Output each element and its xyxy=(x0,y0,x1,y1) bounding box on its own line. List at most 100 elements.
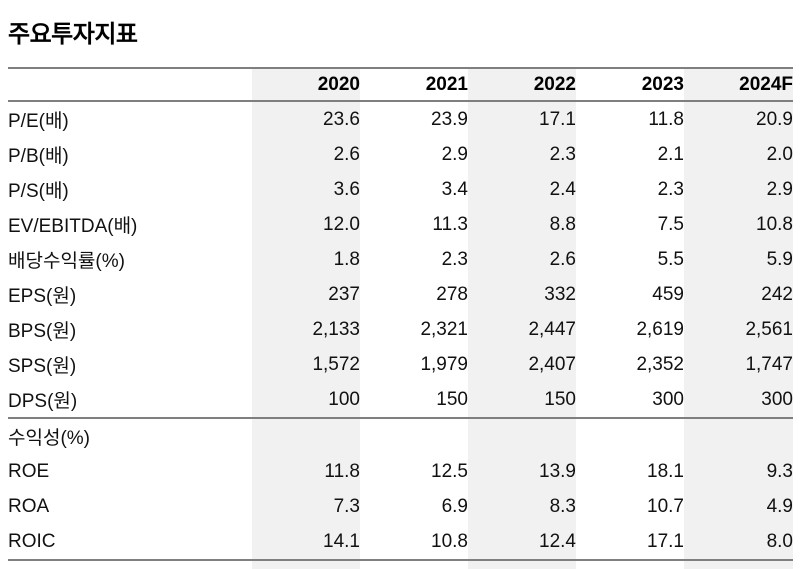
value-cell: 7.5 xyxy=(657,213,684,235)
table-row-bps: BPS(원) 2,133 2,321 2,447 2,619 2,561 xyxy=(8,312,793,347)
year-column-header-2022: 2022 xyxy=(468,68,576,101)
row-label: BPS(원) xyxy=(8,321,77,342)
value-cell: 2,321 xyxy=(420,318,468,340)
row-label: P/E(배) xyxy=(8,111,69,132)
value-cell: 4.9 xyxy=(684,489,793,524)
table-row-roa: ROA 7.3 6.9 8.3 10.7 4.9 xyxy=(8,489,793,524)
value-cell: 2.3 xyxy=(441,248,468,270)
shaded-spacer-row xyxy=(8,560,793,569)
table-row-sps: SPS(원) 1,572 1,979 2,407 2,352 1,747 xyxy=(8,347,793,382)
row-label: DPS(원) xyxy=(8,391,78,412)
value-cell: 2,447 xyxy=(468,312,576,347)
value-cell: 2.6 xyxy=(252,137,360,172)
value-cell: 2.0 xyxy=(684,137,793,172)
value-cell: 150 xyxy=(468,382,576,418)
row-label: EV/EBITDA(배) xyxy=(8,216,138,237)
table-row-dps: DPS(원) 100 150 150 300 300 xyxy=(8,382,793,418)
row-label: 배당수익률(%) xyxy=(8,251,125,272)
value-cell: 2,561 xyxy=(684,312,793,347)
empty-cell xyxy=(684,418,793,454)
value-cell: 300 xyxy=(684,382,793,418)
value-cell: 2.4 xyxy=(468,172,576,207)
row-label: P/B(배) xyxy=(8,146,69,167)
table-row-pb: P/B(배) 2.6 2.9 2.3 2.1 2.0 xyxy=(8,137,793,172)
value-cell: 1,572 xyxy=(252,347,360,382)
value-cell: 459 xyxy=(652,283,684,305)
year-column-header-2021: 2021 xyxy=(425,73,468,95)
value-cell: 2.1 xyxy=(657,143,684,165)
value-cell: 10.8 xyxy=(431,530,468,552)
value-cell: 150 xyxy=(436,388,468,410)
table-row-pe: P/E(배) 23.6 23.9 17.1 11.8 20.9 xyxy=(8,101,793,137)
value-cell: 2.9 xyxy=(441,143,468,165)
value-cell: 3.6 xyxy=(252,172,360,207)
table-row-ev-ebitda: EV/EBITDA(배) 12.0 11.3 8.8 7.5 10.8 xyxy=(8,207,793,242)
value-cell: 1,747 xyxy=(684,347,793,382)
row-label: P/S(배) xyxy=(8,181,69,202)
value-cell: 237 xyxy=(252,277,360,312)
row-label: ROE xyxy=(8,460,50,482)
value-cell: 13.9 xyxy=(468,454,576,489)
value-cell: 11.8 xyxy=(252,454,360,489)
row-label: ROIC xyxy=(8,530,56,552)
value-cell: 242 xyxy=(684,277,793,312)
table-row-roe: ROE 11.8 12.5 13.9 18.1 9.3 xyxy=(8,454,793,489)
header-row: 2020 2021 2022 2023 2024F xyxy=(8,68,793,101)
year-column-header-2024f: 2024F xyxy=(684,68,793,101)
empty-cell xyxy=(576,418,684,454)
value-cell: 5.5 xyxy=(657,248,684,270)
table-row-roic: ROIC 14.1 10.8 12.4 17.1 8.0 xyxy=(8,524,793,560)
value-cell: 17.1 xyxy=(647,530,684,552)
value-cell: 6.9 xyxy=(441,495,468,517)
row-label: EPS(원) xyxy=(8,286,77,307)
value-cell: 11.8 xyxy=(648,108,684,130)
value-cell: 20.9 xyxy=(684,101,793,137)
section-label: 수익성(%) xyxy=(8,428,90,449)
empty-cell xyxy=(468,560,576,569)
empty-cell xyxy=(468,418,576,454)
value-cell: 23.9 xyxy=(431,108,468,130)
value-cell: 9.3 xyxy=(684,454,793,489)
value-cell: 300 xyxy=(652,388,684,410)
row-label: SPS(원) xyxy=(8,356,77,377)
value-cell: 1.8 xyxy=(252,242,360,277)
value-cell: 2.3 xyxy=(657,178,684,200)
value-cell: 23.6 xyxy=(252,101,360,137)
row-label: ROA xyxy=(8,495,50,517)
empty-cell xyxy=(252,418,360,454)
header-empty-cell xyxy=(8,68,252,101)
page-title: 주요투자지표 xyxy=(8,21,138,48)
value-cell: 2.6 xyxy=(468,242,576,277)
value-cell: 14.1 xyxy=(252,524,360,560)
value-cell: 2.9 xyxy=(684,172,793,207)
value-cell: 2,133 xyxy=(252,312,360,347)
value-cell: 100 xyxy=(252,382,360,418)
year-column-header-2020: 2020 xyxy=(252,68,360,101)
value-cell: 278 xyxy=(436,283,468,305)
table-row-dividend-yield: 배당수익률(%) 1.8 2.3 2.6 5.5 5.9 xyxy=(8,242,793,277)
value-cell: 10.8 xyxy=(684,207,793,242)
value-cell: 7.3 xyxy=(252,489,360,524)
section-header-row-profitability: 수익성(%) xyxy=(8,418,793,454)
investment-indicators-table: 2020 2021 2022 2023 2024F P/E(배) 23.6 23… xyxy=(8,67,793,569)
value-cell: 10.7 xyxy=(647,495,684,517)
value-cell: 3.4 xyxy=(441,178,468,200)
value-cell: 8.0 xyxy=(684,524,793,560)
empty-cell xyxy=(252,560,360,569)
value-cell: 11.3 xyxy=(432,213,468,235)
value-cell: 5.9 xyxy=(684,242,793,277)
value-cell: 2,619 xyxy=(636,318,684,340)
value-cell: 8.3 xyxy=(468,489,576,524)
value-cell: 332 xyxy=(468,277,576,312)
value-cell: 12.5 xyxy=(431,460,468,482)
value-cell: 2.3 xyxy=(468,137,576,172)
value-cell: 8.8 xyxy=(468,207,576,242)
value-cell: 2,407 xyxy=(468,347,576,382)
value-cell: 17.1 xyxy=(468,101,576,137)
value-cell: 12.0 xyxy=(252,207,360,242)
year-column-header-2023: 2023 xyxy=(641,73,684,95)
empty-cell xyxy=(360,418,468,454)
table-row-eps: EPS(원) 237 278 332 459 242 xyxy=(8,277,793,312)
value-cell: 2,352 xyxy=(636,353,684,375)
table-row-ps: P/S(배) 3.6 3.4 2.4 2.3 2.9 xyxy=(8,172,793,207)
